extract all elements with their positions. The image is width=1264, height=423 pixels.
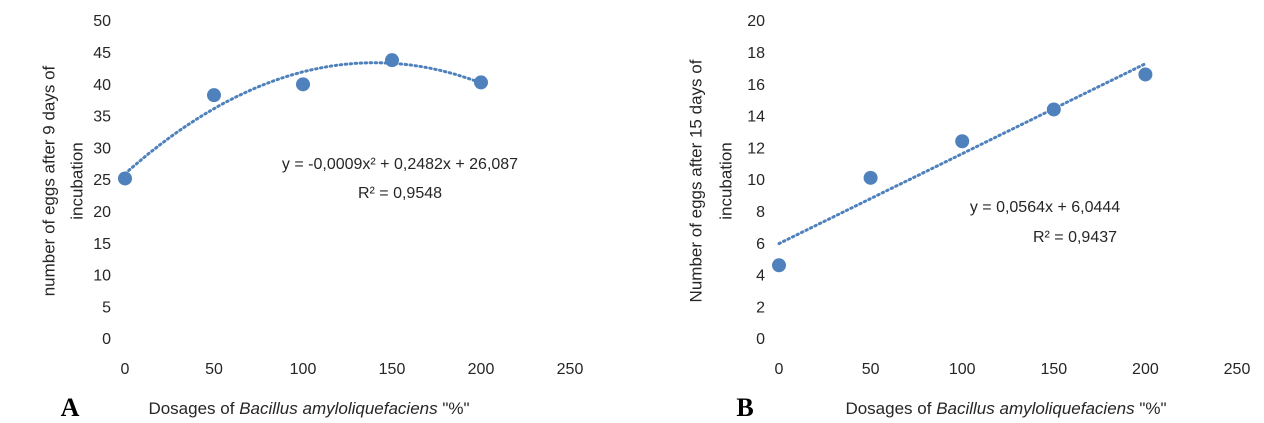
data-point: [1046, 102, 1061, 117]
y-tick-label: 50: [93, 13, 111, 30]
y-tick-label: 20: [747, 13, 765, 30]
x-label-text: Dosages of: [845, 399, 936, 418]
y-tick-label: 40: [93, 77, 111, 94]
x-tick-label: 250: [557, 361, 584, 378]
y-tick-label: 12: [747, 140, 765, 157]
y-tick-label: 5: [102, 299, 111, 316]
x-tick-label: 0: [775, 361, 784, 378]
x-label-unit: "%": [1135, 399, 1167, 418]
y-tick-label: 4: [756, 268, 765, 285]
y-tick-label: 18: [747, 45, 765, 62]
data-point: [474, 75, 488, 90]
x-axis-label: Dosages of Bacillus amyloliquefaciens "%…: [148, 399, 469, 418]
x-tick-label: 150: [379, 361, 406, 378]
data-point: [955, 134, 970, 149]
y-tick-label: 10: [93, 268, 111, 285]
y-tick-label: 10: [747, 172, 765, 189]
x-tick-label: 0: [121, 361, 130, 378]
y-tick-label: 0: [756, 331, 765, 348]
y-axis-label: number of eggs after 9 days of: [39, 65, 58, 296]
x-tick-label: 50: [862, 361, 880, 378]
data-point: [207, 88, 221, 103]
data-point: [385, 53, 399, 68]
r-squared: R² = 0,9548: [358, 185, 442, 202]
trendline-equation: y = -0,0009x² + 0,2482x + 26,087: [282, 156, 518, 173]
y-tick-label: 16: [747, 77, 765, 94]
x-label-text: Dosages of: [148, 399, 239, 418]
x-label-unit: "%": [438, 399, 470, 418]
data-point: [863, 170, 878, 185]
y-tick-label: 25: [93, 172, 111, 189]
x-tick-label: 100: [949, 361, 976, 378]
y-tick-label: 0: [102, 331, 111, 348]
y-tick-label: 45: [93, 45, 111, 62]
x-label-species: Bacillus amyloliquefaciens: [936, 399, 1135, 418]
x-label-species: Bacillus amyloliquefaciens: [239, 399, 438, 418]
data-point: [1138, 67, 1153, 82]
trendline-equation: y = 0,0564x + 6,0444: [970, 199, 1120, 216]
y-tick-label: 30: [93, 140, 111, 157]
x-axis-label: Dosages of Bacillus amyloliquefaciens "%…: [845, 399, 1166, 418]
y-tick-label: 20: [93, 204, 111, 221]
data-point: [118, 171, 132, 186]
panel-label: A: [61, 393, 80, 422]
y-axis-label: Number of eggs after 15 days of: [686, 59, 705, 302]
y-tick-label: 8: [756, 204, 765, 221]
x-tick-label: 200: [1132, 361, 1159, 378]
y-tick-label: 14: [747, 109, 765, 126]
trendline: [123, 61, 483, 176]
y-tick-label: 6: [756, 236, 765, 253]
data-point: [772, 258, 786, 273]
x-tick-label: 250: [1224, 361, 1251, 378]
y-axis-label: incubation: [67, 142, 86, 220]
x-tick-label: 100: [290, 361, 317, 378]
data-point: [296, 77, 310, 92]
x-tick-label: 150: [1040, 361, 1067, 378]
panel-label: B: [736, 393, 753, 422]
y-tick-label: 35: [93, 109, 111, 126]
y-tick-label: 2: [756, 299, 765, 316]
x-tick-label: 200: [468, 361, 495, 378]
trendline: [777, 62, 1147, 246]
y-tick-label: 15: [93, 236, 111, 253]
x-tick-label: 50: [205, 361, 223, 378]
r-squared: R² = 0,9437: [1033, 229, 1117, 246]
y-axis-label: incubation: [716, 142, 735, 220]
